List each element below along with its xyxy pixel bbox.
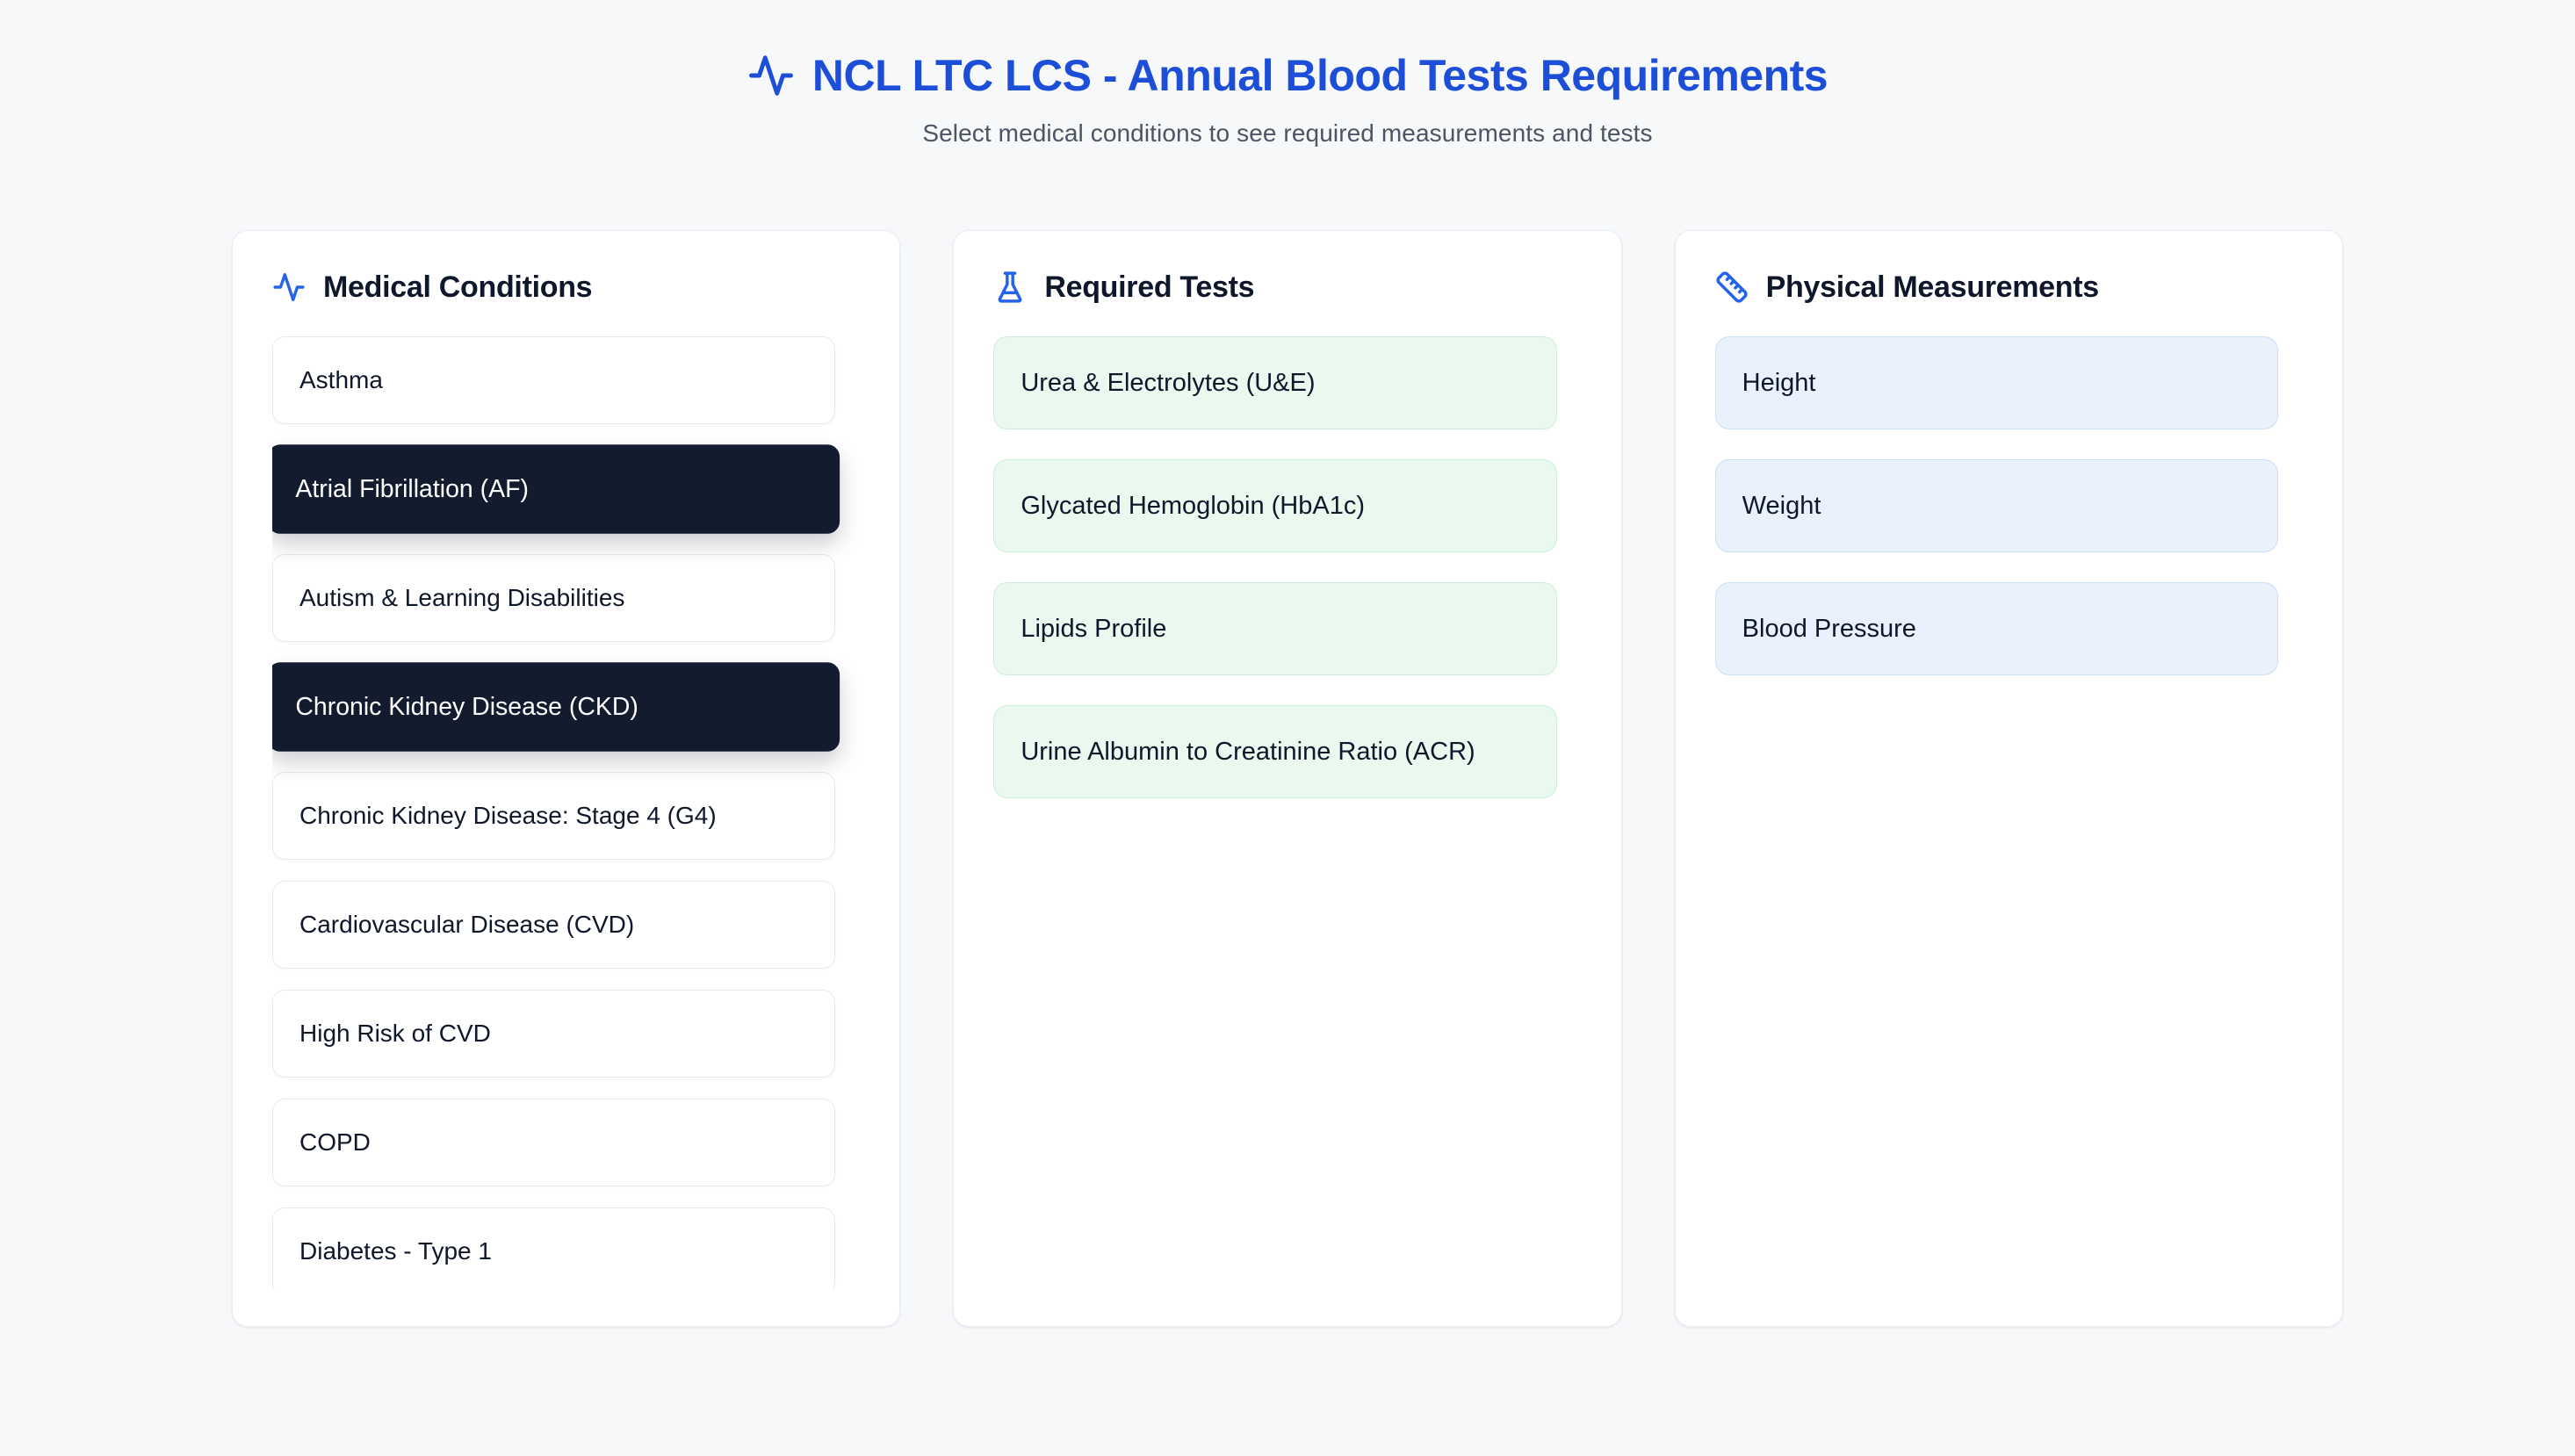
panels-container: Medical Conditions Asthma Atrial Fibrilla…	[232, 230, 2343, 1327]
activity-icon	[747, 52, 795, 99]
condition-item[interactable]: Cardiovascular Disease (CVD)	[272, 881, 836, 969]
required-tests-title: Required Tests	[1044, 270, 1255, 304]
condition-item[interactable]: Asthma	[272, 336, 836, 424]
condition-item[interactable]: Autism & Learning Disabilities	[272, 554, 836, 642]
physical-measurements-header: Physical Measurements	[1715, 270, 2303, 305]
required-tests-header: Required Tests	[993, 270, 1581, 305]
medical-conditions-title: Medical Conditions	[323, 270, 593, 304]
measurement-item: Blood Pressure	[1714, 582, 2278, 675]
test-item: Urine Albumin to Creatinine Ratio (ACR)	[993, 705, 1557, 798]
ruler-icon	[1715, 270, 1749, 304]
test-item: Urea & Electrolytes (U&E)	[993, 336, 1557, 429]
condition-item[interactable]: Diabetes - Type 1	[272, 1207, 836, 1288]
physical-measurements-title: Physical Measurements	[1765, 270, 2100, 304]
physical-measurements-panel: Physical Measurements Height Weight Blood …	[1674, 230, 2343, 1327]
measurement-item: Weight	[1714, 459, 2278, 552]
test-item: Lipids Profile	[993, 582, 1557, 675]
flask-icon	[993, 270, 1027, 304]
required-tests-panel: Required Tests Urea & Electrolytes (U&E)…	[953, 230, 1622, 1327]
tests-list: Urea & Electrolytes (U&E) Glycated Hemogl…	[993, 336, 1581, 798]
page-title-row: NCL LTC LCS - Annual Blood Tests Require…	[747, 46, 1828, 105]
condition-item[interactable]: High Risk of CVD	[272, 990, 836, 1078]
condition-item[interactable]: Chronic Kidney Disease: Stage 4 (G4)	[272, 772, 836, 860]
condition-item[interactable]: COPD	[272, 1099, 836, 1186]
activity-icon	[272, 270, 306, 304]
condition-item[interactable]: Chronic Kidney Disease (CKD)	[272, 662, 840, 752]
measurements-list: Height Weight Blood Pressure	[1714, 336, 2303, 675]
medical-conditions-panel: Medical Conditions Asthma Atrial Fibrilla…	[232, 230, 901, 1327]
page-subtitle: Select medical conditions to see require…	[922, 119, 1653, 147]
measurement-item: Height	[1714, 336, 2278, 429]
page-title: NCL LTC LCS - Annual Blood Tests Require…	[811, 51, 1828, 100]
page-header: NCL LTC LCS - Annual Blood Tests Require…	[0, 0, 2575, 148]
medical-conditions-header: Medical Conditions	[272, 270, 860, 305]
conditions-list[interactable]: Asthma Atrial Fibrillation (AF) Autism & L…	[272, 336, 860, 1288]
test-item: Glycated Hemoglobin (HbA1c)	[993, 459, 1557, 552]
condition-item[interactable]: Atrial Fibrillation (AF)	[272, 444, 840, 534]
